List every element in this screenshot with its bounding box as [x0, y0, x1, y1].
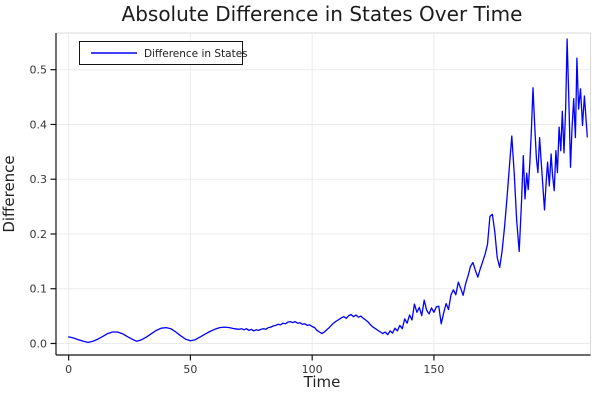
chart-title: Absolute Difference in States Over Time — [122, 2, 523, 26]
x-tick-label: 100 — [302, 363, 323, 376]
x-tick-label: 150 — [423, 363, 444, 376]
x-axis-label: Time — [303, 373, 341, 391]
y-tick-label: 0.2 — [30, 228, 48, 241]
y-tick-label: 0.4 — [30, 118, 48, 131]
y-tick-label: 0.3 — [30, 173, 48, 186]
legend-box — [79, 41, 243, 65]
y-tick-label: 0.0 — [30, 338, 48, 351]
y-tick-label: 0.5 — [30, 64, 48, 77]
legend-label: Difference in States — [144, 48, 248, 60]
legend: Difference in States — [79, 41, 248, 65]
y-tick-label: 0.1 — [30, 283, 48, 296]
plot-generated-layers: 0 50 100 150 0.0 0.1 0.2 0.3 0.4 0.5 — [30, 32, 591, 376]
series-line — [68, 38, 588, 344]
x-tick-label: 50 — [183, 363, 197, 376]
x-tick-label: 0 — [65, 363, 72, 376]
y-axis-label: Difference — [0, 155, 18, 232]
